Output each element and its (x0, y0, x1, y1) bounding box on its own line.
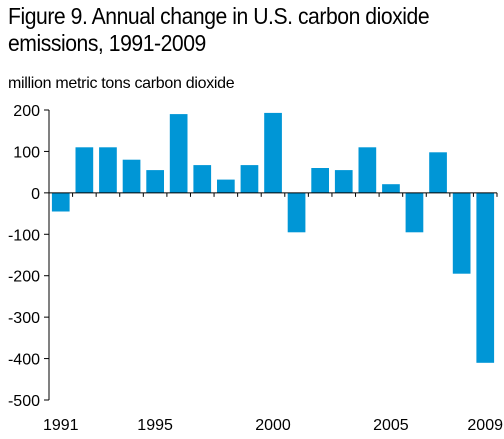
bar-2004 (358, 147, 377, 193)
y-tick-label: -500 (8, 393, 40, 410)
chart-title: Figure 9. Annual change in U.S. carbon d… (8, 3, 430, 56)
y-tick-label: 200 (13, 103, 40, 120)
y-tick-label: -400 (8, 352, 40, 369)
bar-2008 (452, 192, 471, 274)
x-tick-labels: 1991 1995 2000 2005 2009 (43, 417, 503, 434)
x-tick-label: 2009 (467, 417, 503, 434)
y-tick-label: 100 (13, 144, 40, 161)
bar-2000 (264, 112, 282, 193)
bars-group (51, 112, 495, 363)
y-tick-label: -200 (8, 269, 40, 286)
y-tick-label: -300 (8, 310, 40, 327)
x-tick-label: 1991 (43, 417, 79, 434)
bar-1996 (169, 114, 188, 193)
x-tick-label: 2005 (373, 417, 409, 434)
axes-group (44, 109, 498, 401)
bar-2007 (429, 152, 447, 193)
bar-1991 (51, 192, 70, 212)
bar-1995 (146, 170, 164, 193)
bar-1993 (99, 147, 117, 193)
x-tick-label: 2000 (255, 417, 291, 434)
y-axis-label: million metric tons carbon dioxide (8, 75, 235, 92)
bar-1992 (75, 147, 94, 193)
bar-2001 (287, 192, 306, 233)
y-tick-label: -100 (8, 227, 40, 244)
y-tick-label: 0 (31, 186, 40, 203)
bar-2005 (382, 184, 400, 193)
bar-2009 (476, 192, 495, 363)
bar-1999 (240, 165, 259, 193)
bar-1997 (193, 165, 212, 193)
bar-1998 (217, 179, 235, 193)
y-tick-labels: 200 100 0 -100 -200 -300 -400 -500 (8, 103, 40, 410)
bar-2002 (311, 168, 329, 193)
bar-1994 (122, 159, 141, 193)
bar-2006 (405, 192, 424, 233)
bar-2003 (334, 170, 353, 193)
x-tick-label: 1995 (137, 417, 173, 434)
